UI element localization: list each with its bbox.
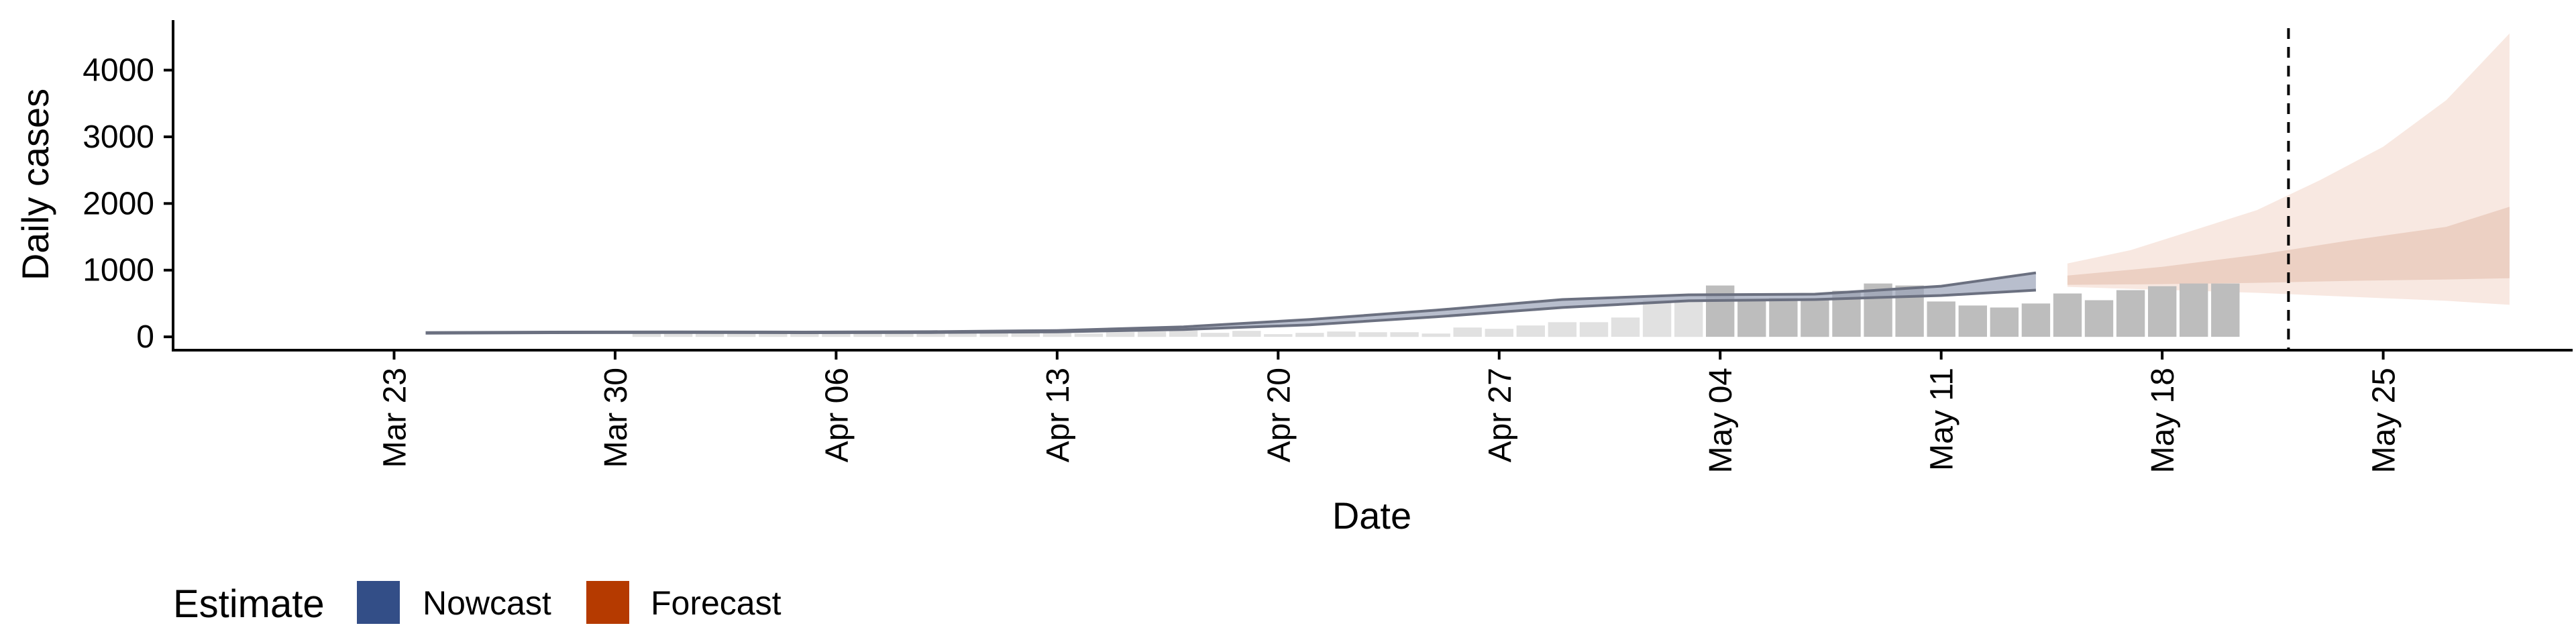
- case-bar: [1958, 305, 1987, 337]
- case-bar: [1358, 332, 1387, 337]
- legend: Estimate Nowcast Forecast: [173, 581, 782, 626]
- case-bar: [1390, 332, 1419, 337]
- case-bar: [1706, 285, 1735, 337]
- legend-label-nowcast: Nowcast: [423, 584, 551, 622]
- case-bar: [759, 332, 788, 337]
- case-bar: [1674, 299, 1703, 337]
- x-axis-title: Date: [1332, 494, 1411, 537]
- case-bar: [1769, 298, 1798, 337]
- x-tick-label: Apr 13: [1040, 368, 1076, 462]
- legend-swatch-nowcast: [357, 581, 400, 624]
- case-bar: [1295, 333, 1324, 337]
- case-bar: [727, 332, 756, 337]
- case-bar: [979, 331, 1008, 337]
- case-bar: [822, 333, 851, 337]
- case-bar: [948, 332, 977, 337]
- legend-swatch-forecast: [586, 581, 629, 624]
- case-bar: [2053, 293, 2082, 337]
- forecast-bands: [2067, 33, 2510, 305]
- case-bar: [695, 331, 724, 337]
- case-bar: [1201, 333, 1230, 337]
- case-bar: [2180, 283, 2208, 337]
- case-bar: [1801, 299, 1829, 337]
- y-tick-label: 2000: [83, 186, 154, 221]
- case-bar: [1737, 299, 1766, 337]
- case-bar: [1137, 331, 1167, 337]
- legend-title: Estimate: [173, 582, 325, 626]
- forecast-inner-band: [2067, 207, 2510, 285]
- y-tick-label: 1000: [83, 253, 154, 288]
- case-bar: [632, 333, 661, 337]
- x-tick-label: Mar 30: [598, 368, 634, 468]
- x-tick-label: Apr 06: [819, 368, 855, 462]
- case-bar: [2148, 286, 2177, 337]
- case-bar: [1485, 329, 1513, 337]
- case-bar: [1264, 334, 1293, 337]
- case-bar: [1927, 301, 1955, 337]
- case-bar: [1421, 333, 1450, 337]
- case-bar: [1232, 331, 1261, 337]
- case-bar: [790, 333, 819, 337]
- case-bar: [1990, 307, 2019, 337]
- legend-label-forecast: Forecast: [651, 584, 782, 622]
- y-tick-label: 0: [136, 319, 154, 355]
- case-bar: [1327, 331, 1356, 337]
- case-bar: [2116, 290, 2145, 337]
- case-bar: [1453, 327, 1482, 337]
- case-bar: [1642, 300, 1672, 337]
- case-bar: [1611, 317, 1640, 337]
- y-axis-ticks: 0 1000 2000 3000 4000: [83, 53, 173, 355]
- case-bar: [1548, 322, 1577, 337]
- x-tick-label: Mar 23: [377, 368, 413, 468]
- case-bar: [1169, 330, 1198, 337]
- case-bar: [2021, 303, 2051, 337]
- x-tick-label: May 25: [2367, 368, 2402, 473]
- case-bar: [916, 332, 945, 337]
- case-bar: [2084, 300, 2114, 337]
- case-bar: [1042, 332, 1072, 337]
- case-bar: [1516, 325, 1545, 337]
- y-tick-label: 4000: [83, 53, 154, 89]
- case-bar: [1106, 332, 1135, 337]
- x-tick-label: Apr 20: [1261, 368, 1297, 462]
- x-tick-label: May 11: [1925, 368, 1960, 471]
- case-bar: [2211, 283, 2240, 337]
- x-tick-label: Apr 27: [1483, 368, 1518, 462]
- nowcast-band: [425, 271, 2037, 335]
- y-axis-title: Daily cases: [14, 89, 56, 280]
- x-axis-ticks: Mar 23 Mar 30 Apr 06 Apr 13 Apr 20 Apr 27 May …: [377, 350, 2402, 473]
- x-tick-label: May 04: [1703, 368, 1739, 473]
- case-bar: [663, 332, 693, 337]
- case-bar: [853, 332, 882, 337]
- reported-case-bars: [632, 283, 2240, 337]
- case-bar: [1579, 322, 1609, 337]
- case-bar: [885, 333, 914, 337]
- y-tick-label: 3000: [83, 119, 154, 155]
- case-bar: [1074, 333, 1104, 337]
- x-tick-label: May 18: [2145, 368, 2181, 473]
- case-bar: [1011, 333, 1040, 337]
- nowcast-lower-line: [425, 288, 2037, 335]
